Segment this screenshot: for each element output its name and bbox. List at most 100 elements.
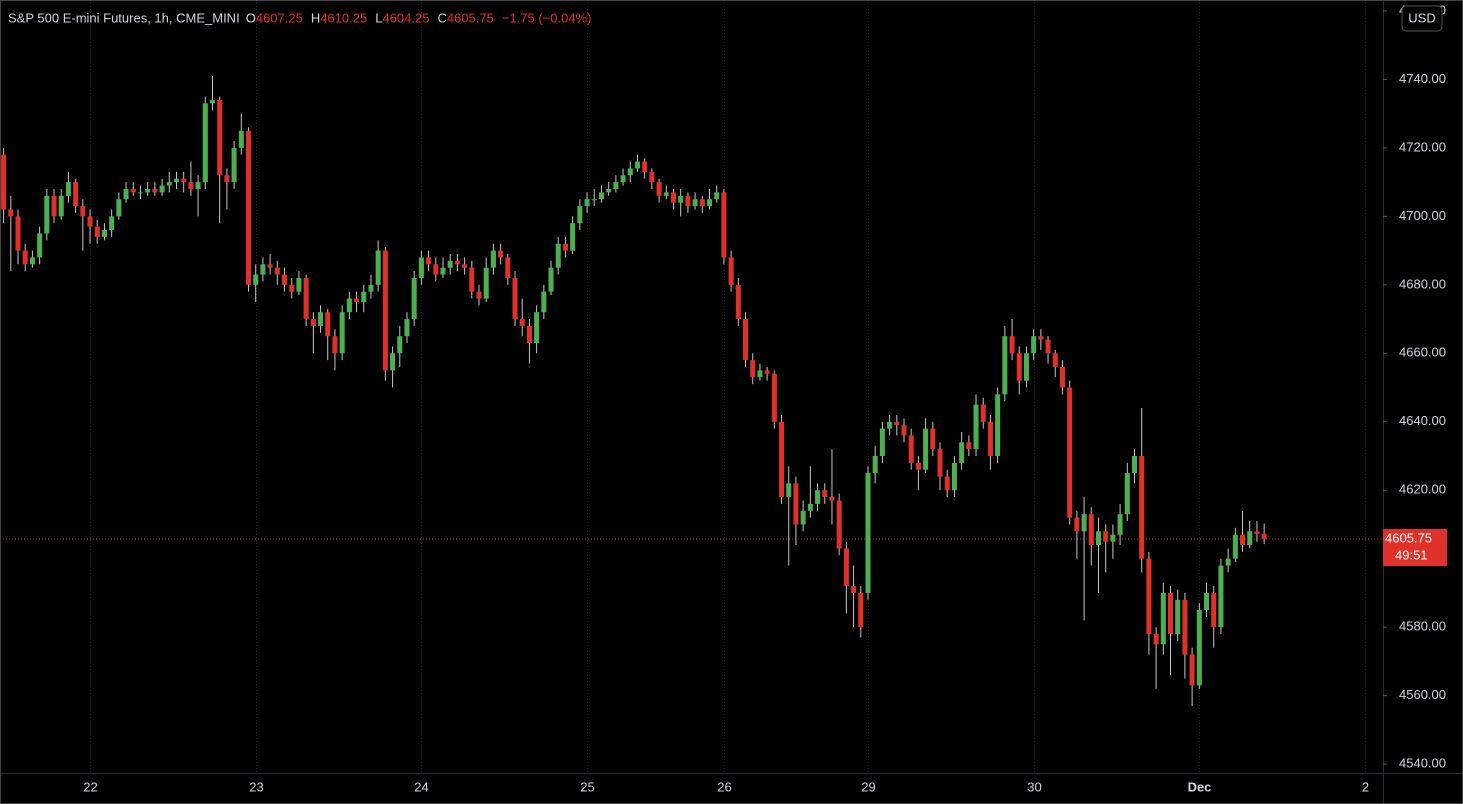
last-price-tag <box>1383 529 1447 567</box>
y-tick-label: 4740.00 <box>1399 71 1446 86</box>
currency[interactable]: USD <box>1408 10 1435 25</box>
ohlc-value: 4605.75 <box>447 10 494 25</box>
candle-body <box>498 250 504 258</box>
candle-body <box>670 192 677 203</box>
candle-body <box>685 195 691 207</box>
x-tick-label: Dec <box>1188 779 1212 794</box>
candle-body <box>166 182 172 186</box>
y-tick-label: 4660.00 <box>1399 345 1446 360</box>
ohlc-value: 4604.25 <box>382 10 429 25</box>
candle-body <box>750 360 756 378</box>
candle-body <box>649 171 655 183</box>
candle-body <box>836 500 842 549</box>
candle-body <box>361 291 367 302</box>
ohlc-key: L <box>375 10 382 25</box>
candle-body <box>555 243 561 268</box>
y-tick-label: 4720.00 <box>1399 139 1446 154</box>
candle-body <box>606 188 612 193</box>
candle-body <box>980 404 986 422</box>
last-price-label: 4605.75 <box>1385 530 1432 545</box>
candle-body <box>217 99 223 176</box>
x-tick-label: 2 <box>1362 779 1369 794</box>
candle-body <box>397 336 403 354</box>
candle-body <box>1153 634 1159 645</box>
y-tick-label: 4580.00 <box>1399 619 1446 634</box>
candle-body <box>1218 565 1224 628</box>
candle-body <box>634 161 640 169</box>
candle-body <box>411 277 417 320</box>
candle-body <box>116 199 122 217</box>
candle-body <box>289 284 295 292</box>
candle-body <box>995 394 1001 456</box>
candle-body <box>181 178 187 183</box>
candle-body <box>418 257 424 278</box>
candle-body <box>58 195 64 217</box>
candle-body <box>260 264 266 275</box>
candle-body <box>44 195 50 234</box>
candle-body <box>959 442 965 463</box>
candle-body <box>800 510 806 525</box>
ohlc-key: H <box>311 10 320 25</box>
candle-body <box>1211 592 1217 628</box>
candle-body <box>1160 592 1166 645</box>
candle-body <box>526 325 532 344</box>
candle-body <box>1225 558 1231 566</box>
candle-body <box>613 182 619 189</box>
x-tick-label: 24 <box>414 779 428 794</box>
candle-body <box>577 206 583 224</box>
candle-body <box>721 192 727 258</box>
candle-body <box>375 250 381 285</box>
x-tick-label: 23 <box>249 779 263 794</box>
candle-body <box>757 370 763 378</box>
candle-body <box>469 267 475 292</box>
ohlc-value: 4607.25 <box>256 10 303 25</box>
candle-body <box>505 257 511 278</box>
candle-body <box>1261 533 1267 540</box>
candle-body <box>570 223 576 251</box>
candle-body <box>987 421 993 456</box>
candle-body <box>130 188 136 193</box>
candle-body <box>843 548 849 587</box>
candle-body <box>1146 558 1152 635</box>
candle-body <box>101 230 107 237</box>
candle-body <box>887 421 893 429</box>
ohlc-key: O <box>246 10 256 25</box>
candle-body <box>1232 534 1238 559</box>
candle-body <box>325 312 331 337</box>
y-tick-label: 4540.00 <box>1399 756 1446 771</box>
candle-body <box>541 291 547 313</box>
candle-body <box>764 370 770 374</box>
candle-body <box>548 267 554 292</box>
candle-body <box>829 497 835 501</box>
candle-body <box>1189 654 1195 686</box>
chart-title: S&P 500 E-mini Futures, 1h, CME_MINI <box>8 10 240 25</box>
candle-body <box>29 257 35 265</box>
currency-box[interactable] <box>1401 5 1443 32</box>
candle-body <box>152 188 158 193</box>
candle-body <box>1254 531 1260 534</box>
candles <box>1 75 1267 706</box>
candle-body <box>1067 387 1073 518</box>
ohlc-key: C <box>437 10 446 25</box>
candle-body <box>426 257 432 265</box>
candle-body <box>591 199 597 201</box>
candle-body <box>1074 517 1080 532</box>
y-tick-label: 4620.00 <box>1399 482 1446 497</box>
candle-body <box>303 277 309 320</box>
candle-body <box>404 319 410 337</box>
candle-body <box>476 291 482 299</box>
candle-body <box>15 216 21 251</box>
y-tick-label: 4700.00 <box>1399 208 1446 223</box>
candle-body <box>699 199 705 207</box>
candle-body <box>807 503 813 511</box>
candle-body <box>433 264 439 275</box>
candle-body <box>1031 336 1037 354</box>
candle-body <box>735 284 741 320</box>
candle-body <box>282 274 288 285</box>
candle-body <box>137 192 143 194</box>
candle-body <box>512 277 518 320</box>
candle-body <box>951 462 957 491</box>
candle-body <box>851 586 857 593</box>
candle-body <box>462 264 468 268</box>
candle-body <box>318 312 324 326</box>
